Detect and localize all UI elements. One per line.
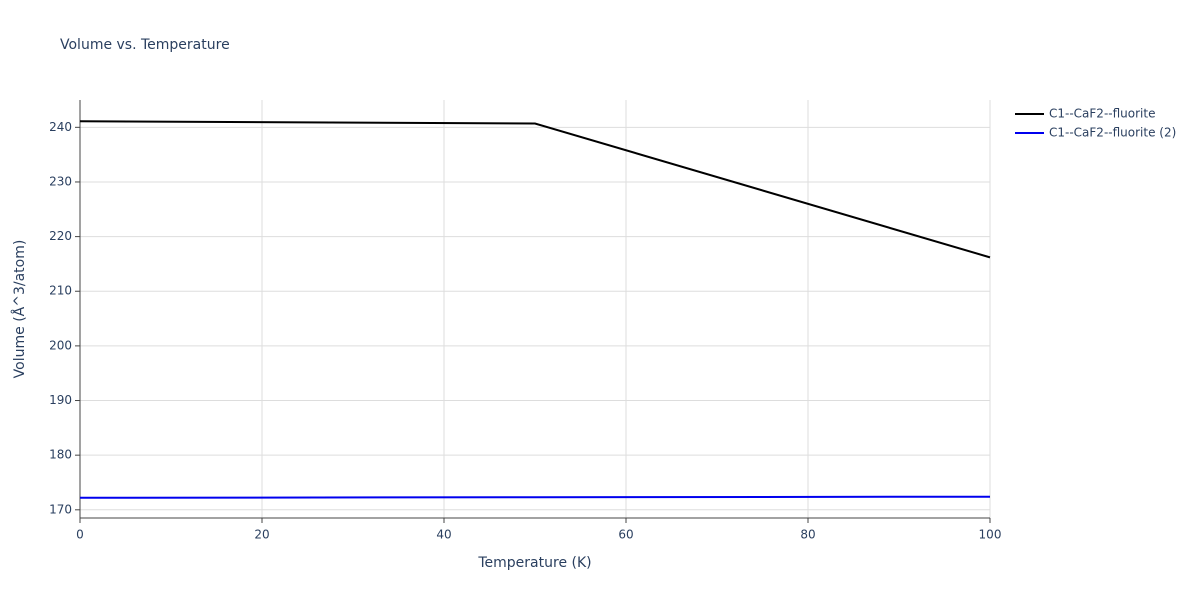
legend-label: C1--CaF2--fluorite (2) xyxy=(1049,126,1176,140)
y-tick-label: 220 xyxy=(49,229,72,243)
y-tick-label: 230 xyxy=(49,174,72,188)
y-tick-label: 170 xyxy=(49,502,72,516)
series-line xyxy=(79,120,991,259)
y-tick-label: 210 xyxy=(49,284,72,298)
series-line xyxy=(79,495,991,499)
y-tick-label: 240 xyxy=(49,120,72,134)
x-tick-label: 60 xyxy=(618,528,633,542)
x-tick-label: 0 xyxy=(76,528,84,542)
x-tick-label: 80 xyxy=(800,528,815,542)
x-tick-label: 20 xyxy=(254,528,269,542)
chart-title: Volume vs. Temperature xyxy=(60,37,230,53)
y-tick-label: 190 xyxy=(49,393,72,407)
y-tick-label: 200 xyxy=(49,338,72,352)
y-axis-label: Volume (Å^3/atom) xyxy=(11,240,28,379)
x-tick-label: 40 xyxy=(436,528,451,542)
legend-label: C1--CaF2--fluorite xyxy=(1049,107,1155,121)
x-tick-label: 100 xyxy=(979,528,1002,542)
y-tick-label: 180 xyxy=(49,448,72,462)
x-axis-label: Temperature (K) xyxy=(477,555,591,571)
